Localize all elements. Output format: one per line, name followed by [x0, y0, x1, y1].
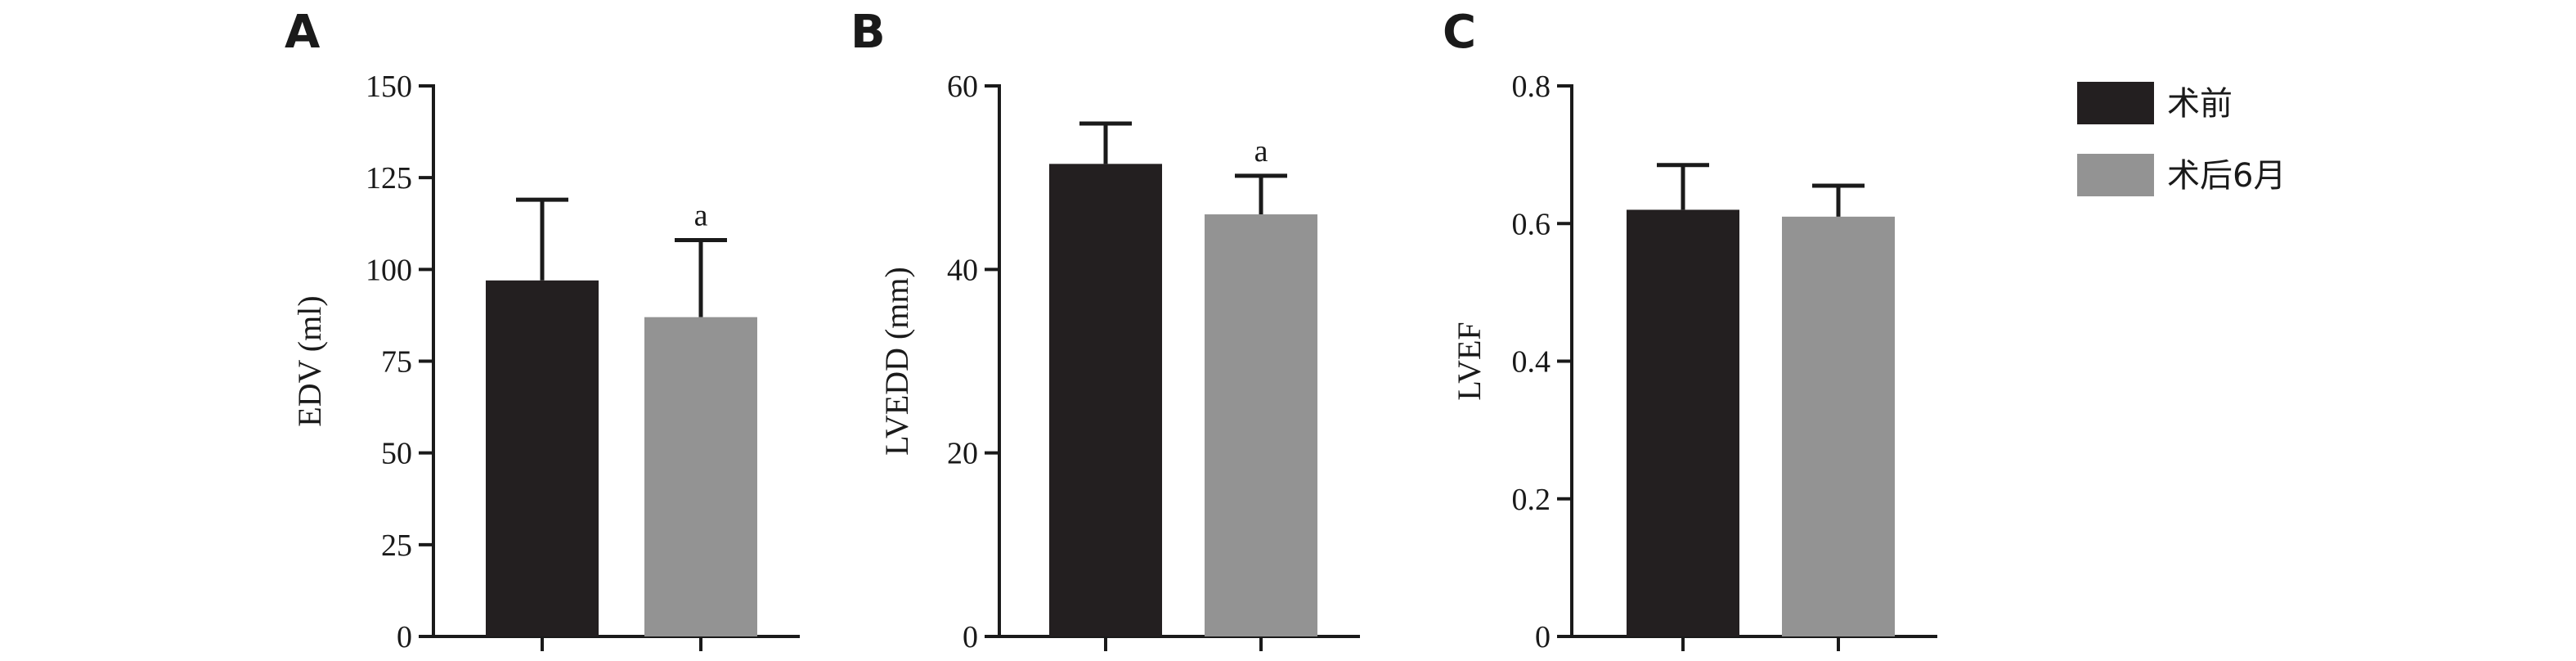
bar-post — [1782, 216, 1895, 636]
y-tick-label: 150 — [366, 70, 412, 104]
panel-letter: A — [285, 6, 321, 59]
y-axis-title: LVEF — [1451, 322, 1488, 400]
chart-panels: A 0 25 50 75 100 125 150 EDV (ml) a B 0 20 40 60 LVEDD … — [285, 6, 1937, 654]
bar-post — [1205, 214, 1317, 636]
panel-letter: B — [850, 6, 886, 59]
panel-C: C 0 0.2 0.4 0.6 0.8 LVEF — [1443, 6, 1937, 654]
y-axis-title: LVEDD (mm) — [878, 267, 915, 456]
y-tick-label: 0 — [1535, 620, 1551, 654]
legend-swatch — [2077, 82, 2154, 124]
legend-label: 术前 — [2167, 85, 2233, 123]
legend-item: 术前 — [2077, 82, 2233, 124]
y-tick-label: 50 — [381, 437, 412, 471]
y-tick-label: 0.6 — [1512, 207, 1551, 241]
panel-B: B 0 20 40 60 LVEDD (mm) a — [850, 6, 1360, 654]
y-tick-label: 20 — [947, 437, 978, 471]
legend-label: 术后6月 — [2167, 157, 2286, 195]
y-tick-label: 40 — [947, 253, 978, 287]
y-tick-label: 0.8 — [1512, 70, 1551, 104]
y-tick-label: 125 — [366, 161, 412, 196]
panel-letter: C — [1443, 6, 1476, 59]
legend-swatch — [2077, 154, 2154, 196]
y-tick-label: 0 — [397, 620, 412, 654]
y-tick-label: 0.2 — [1512, 483, 1551, 517]
y-tick-label: 100 — [366, 253, 412, 287]
y-axis-title: EDV (ml) — [291, 295, 328, 426]
y-tick-label: 0 — [963, 620, 978, 654]
y-tick-label: 25 — [381, 528, 412, 563]
bar-post — [644, 317, 757, 636]
y-tick-label: 75 — [381, 345, 412, 380]
bar-pre — [486, 280, 599, 636]
bar-pre — [1627, 209, 1739, 636]
y-tick-label: 60 — [947, 70, 978, 104]
significance-label: a — [1254, 134, 1268, 169]
y-tick-label: 0.4 — [1512, 345, 1551, 380]
panel-A: A 0 25 50 75 100 125 150 EDV (ml) a — [285, 6, 800, 654]
significance-label: a — [694, 198, 708, 232]
legend-item: 术后6月 — [2077, 154, 2286, 196]
bar-pre — [1049, 164, 1162, 636]
